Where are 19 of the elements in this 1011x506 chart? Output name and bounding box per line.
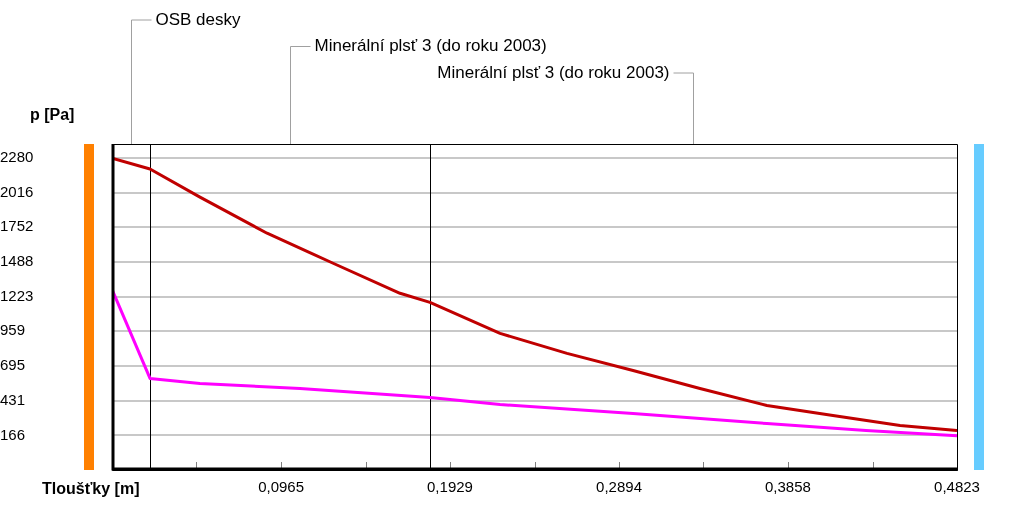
y-axis-title: p [Pa] [30,106,75,124]
x-tick-label: 0,1929 [427,478,473,496]
x-tick-label: 0,4823 [934,478,980,496]
y-tick-label: 166 [0,425,26,443]
y-tick-label: 2016 [0,182,34,200]
x-tick-label: 0,3858 [764,478,811,496]
text: OSB desky [155,9,242,29]
y-tick-label: 1752 [0,217,34,235]
y-tick-label: 2280 [0,148,34,166]
x-axis-title: Tloušťky [m] [42,480,140,498]
y-tick-label: 431 [0,390,26,408]
y-tick-label: 1223 [0,286,34,304]
y-tick-label: 1488 [0,252,34,270]
text: Minerální plsť 3 (do roku 2003) [437,62,670,82]
y-tick-label: 959 [0,321,26,339]
x-tick-label: 0,0965 [258,478,305,496]
x-tick-label: 0,2894 [596,478,642,496]
text: Minerální plsť 3 (do roku 2003) [314,36,547,56]
y-tick-label: 695 [0,356,26,374]
